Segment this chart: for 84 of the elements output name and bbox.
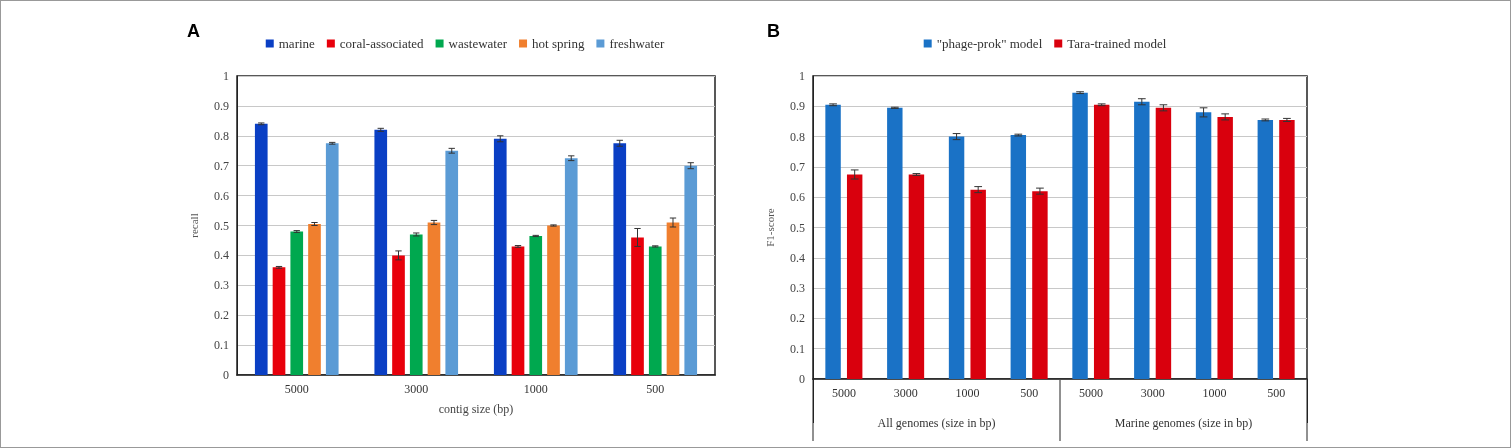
bar <box>254 123 268 375</box>
y-tick-label: 0.3 <box>790 281 805 296</box>
y-tick-label: 1 <box>223 69 229 83</box>
x-tick-label: 5000 <box>1078 386 1103 400</box>
x-tick-label: 5000 <box>831 386 856 400</box>
bar <box>308 224 321 375</box>
x-tick-label: 3000 <box>404 382 429 396</box>
x-tick-label: 500 <box>1020 386 1039 400</box>
bar <box>613 143 627 375</box>
bar <box>684 165 698 375</box>
bar <box>825 104 841 379</box>
y-axis-title: recall <box>187 213 200 238</box>
bar <box>564 158 578 375</box>
bar <box>1279 119 1295 379</box>
bar <box>529 235 543 375</box>
y-tick-label: 0.1 <box>790 341 805 356</box>
bar <box>445 150 459 375</box>
bar <box>1010 135 1027 379</box>
bar <box>631 237 644 375</box>
x-tick-label: 500 <box>646 382 665 396</box>
bar <box>272 267 286 375</box>
bar <box>887 107 903 379</box>
x-tick-label: 3000 <box>893 386 918 400</box>
bar <box>666 222 680 375</box>
bar <box>427 222 441 375</box>
legend-label: wastewater <box>448 36 508 51</box>
bar <box>1195 112 1212 379</box>
bar <box>970 189 986 379</box>
y-tick-label: 0.7 <box>790 159 805 174</box>
x-tick-label: 1000 <box>955 386 980 400</box>
x-tick-label: 5000 <box>284 382 309 396</box>
bar <box>511 246 525 375</box>
y-tick-label: 0.4 <box>214 248 229 263</box>
bar <box>1257 119 1274 379</box>
legend-label: marine <box>278 36 316 51</box>
y-tick-label: 0.7 <box>214 158 229 173</box>
bar <box>908 174 925 379</box>
x-tick-label: 3000 <box>1140 386 1165 400</box>
bar <box>1155 107 1172 379</box>
text: Marine genomes (size in bp) <box>1114 416 1253 430</box>
y-tick-label: 0.5 <box>214 218 229 233</box>
y-tick-label: 0 <box>799 372 805 386</box>
y-tick-label: 0.2 <box>214 308 229 323</box>
y-axis-title: F1-score <box>763 208 776 247</box>
x-axis-title: contig size (bp) <box>438 402 514 416</box>
chart-title: A <box>187 21 200 41</box>
bar <box>374 129 388 375</box>
bar <box>290 231 304 375</box>
legend-label: "phage-prok" model <box>936 36 1043 51</box>
bar <box>1093 104 1110 379</box>
bar <box>409 234 423 375</box>
y-tick-label: 0.8 <box>790 129 805 144</box>
y-tick-label: 0.6 <box>790 190 805 205</box>
bar <box>1032 191 1048 379</box>
y-tick-label: 0 <box>223 368 229 382</box>
y-tick-label: 0.2 <box>790 311 805 326</box>
bar <box>648 246 662 375</box>
y-tick-label: 0.5 <box>790 220 805 235</box>
x-tick-label: 1000 <box>523 382 548 396</box>
chart-title: B <box>767 21 780 41</box>
legend-label: coral-associated <box>339 36 425 51</box>
y-tick-label: 0.1 <box>214 338 229 353</box>
x-tick-label: 500 <box>1267 386 1286 400</box>
y-tick-label: 0.3 <box>214 278 229 293</box>
bar <box>1217 116 1233 379</box>
y-tick-label: 0.9 <box>214 98 229 113</box>
y-tick-label: 0.9 <box>790 99 805 114</box>
bar <box>392 255 405 375</box>
legend-label: freshwater <box>609 36 665 51</box>
y-tick-label: 0.6 <box>214 188 229 203</box>
y-tick-label: 0.4 <box>790 250 805 265</box>
bar <box>1072 92 1088 379</box>
y-tick-label: 1 <box>799 69 805 83</box>
bar <box>846 174 863 379</box>
bar <box>325 143 339 375</box>
bar <box>493 138 507 375</box>
bar <box>948 136 965 379</box>
y-tick-label: 0.8 <box>214 128 229 143</box>
legend-label: Tara-trained model <box>1067 36 1167 51</box>
bar <box>547 225 560 375</box>
bar <box>1134 101 1150 379</box>
x-tick-label: 1000 <box>1202 386 1227 400</box>
text: All genomes (size in bp) <box>877 416 996 430</box>
legend-label: hot spring <box>532 36 585 51</box>
